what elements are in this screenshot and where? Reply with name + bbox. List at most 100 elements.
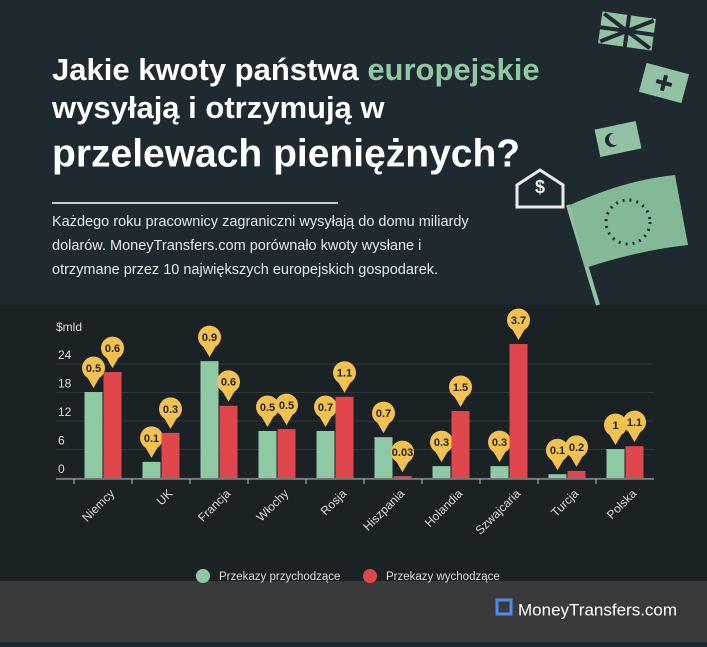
- title-line: przelewach pieniężnych?: [52, 132, 520, 175]
- badge-label: 0.3: [163, 404, 178, 416]
- bar: [142, 461, 161, 478]
- badge-label: 0.6: [105, 343, 120, 355]
- badge-label: 0.2: [569, 442, 584, 454]
- badge-label: 0.3: [492, 437, 507, 449]
- bar: [490, 466, 509, 478]
- badge-pin: [511, 328, 526, 341]
- badge-pin: [492, 450, 507, 463]
- badge-label: 0.5: [279, 400, 294, 412]
- bar: [335, 396, 354, 478]
- badge-pin: [627, 430, 642, 443]
- badge-pin: [376, 421, 391, 434]
- badge-label: 1.5: [453, 382, 468, 394]
- badge: [159, 397, 182, 421]
- badge: [140, 426, 163, 450]
- badge: [623, 410, 646, 434]
- bar: [625, 446, 644, 478]
- badge: [604, 413, 627, 437]
- badge-pin: [434, 450, 449, 463]
- svg-text:$: $: [535, 177, 545, 197]
- subtitle: otrzymane przez 10 największych europejs…: [52, 262, 438, 278]
- badge-label: 0.7: [318, 402, 333, 414]
- badge-label: 0.5: [260, 402, 275, 414]
- badge: [275, 393, 298, 417]
- badge: [430, 430, 453, 454]
- y-axis-label: $mld: [56, 320, 82, 334]
- y-tick-label: 24: [58, 348, 72, 362]
- bar: [509, 344, 528, 478]
- badge-pin: [163, 416, 178, 429]
- legend-swatch: [363, 569, 377, 583]
- badge: [314, 395, 337, 419]
- badge-label: 0.9: [202, 332, 217, 344]
- badge: [488, 430, 511, 454]
- badge-pin: [337, 380, 352, 393]
- badge: [101, 336, 124, 360]
- badge-label: 0.1: [144, 433, 159, 445]
- title-line: wysyłają i otrzymują w: [51, 90, 385, 125]
- bar: [277, 429, 296, 478]
- badge-pin: [221, 389, 236, 402]
- badge-label: 0.6: [221, 377, 236, 389]
- badge: [565, 435, 588, 459]
- bar: [219, 405, 238, 478]
- bar: [103, 372, 122, 478]
- bar: [161, 432, 180, 478]
- badge-label: 0.03: [392, 447, 413, 459]
- subtitle: dolarów. MoneyTransfers.com porównało kw…: [52, 238, 421, 254]
- bar: [84, 392, 103, 478]
- y-tick-label: 18: [58, 377, 72, 391]
- title-part: Jakie kwoty państwa: [52, 52, 367, 87]
- badge: [198, 325, 221, 349]
- badge-pin: [550, 458, 565, 471]
- bar: [316, 430, 335, 478]
- legend-label: Przekazy przychodzące: [219, 571, 340, 583]
- bar: [393, 476, 412, 478]
- bar: [258, 430, 277, 478]
- badge-label: 1.1: [337, 368, 352, 380]
- badge-pin: [105, 356, 120, 369]
- badge-pin: [279, 413, 294, 426]
- badge-pin: [569, 454, 584, 467]
- badge-pin: [453, 395, 468, 408]
- badge-label: 1.1: [627, 417, 642, 429]
- badge-label: 1: [612, 420, 618, 432]
- badge-pin: [608, 433, 623, 446]
- bar: [548, 474, 567, 478]
- badge-label: 0.5: [86, 363, 101, 375]
- title-highlight: europejskie: [367, 52, 539, 87]
- badge-label: 0.3: [434, 437, 449, 449]
- badge: [449, 375, 472, 399]
- y-tick-label: 6: [58, 434, 65, 448]
- badge: [217, 370, 240, 394]
- badge-pin: [395, 460, 410, 473]
- badge-pin: [260, 414, 275, 427]
- legend-label: Przekazy wychodzące: [386, 571, 500, 583]
- badge-label: 0.7: [376, 408, 391, 420]
- badge: [546, 438, 569, 462]
- brand-icon: [495, 598, 513, 616]
- badge: [372, 401, 395, 425]
- bar: [451, 411, 470, 478]
- bar: [432, 466, 451, 478]
- badge: [82, 356, 105, 380]
- subtitle: Każdego roku pracownicy zagraniczni wysy…: [52, 214, 469, 230]
- badge-pin: [86, 376, 101, 389]
- brand: MoneyTransfers.com: [518, 600, 677, 619]
- bar: [567, 470, 586, 478]
- badge-label: 0.1: [550, 445, 565, 457]
- badge: [507, 308, 530, 332]
- decor-flags: $: [515, 11, 690, 306]
- badge-pin: [318, 414, 333, 427]
- legend-swatch: [196, 569, 210, 583]
- title-line: Jakie kwoty państwa europejskie: [52, 52, 540, 87]
- y-tick-label: 0: [58, 462, 65, 476]
- badge-label: 3.7: [511, 315, 526, 327]
- badge-pin: [144, 445, 159, 458]
- badge: [333, 361, 356, 385]
- y-tick-label: 12: [58, 405, 72, 419]
- footer-bg: [0, 581, 707, 642]
- badge: [391, 440, 414, 464]
